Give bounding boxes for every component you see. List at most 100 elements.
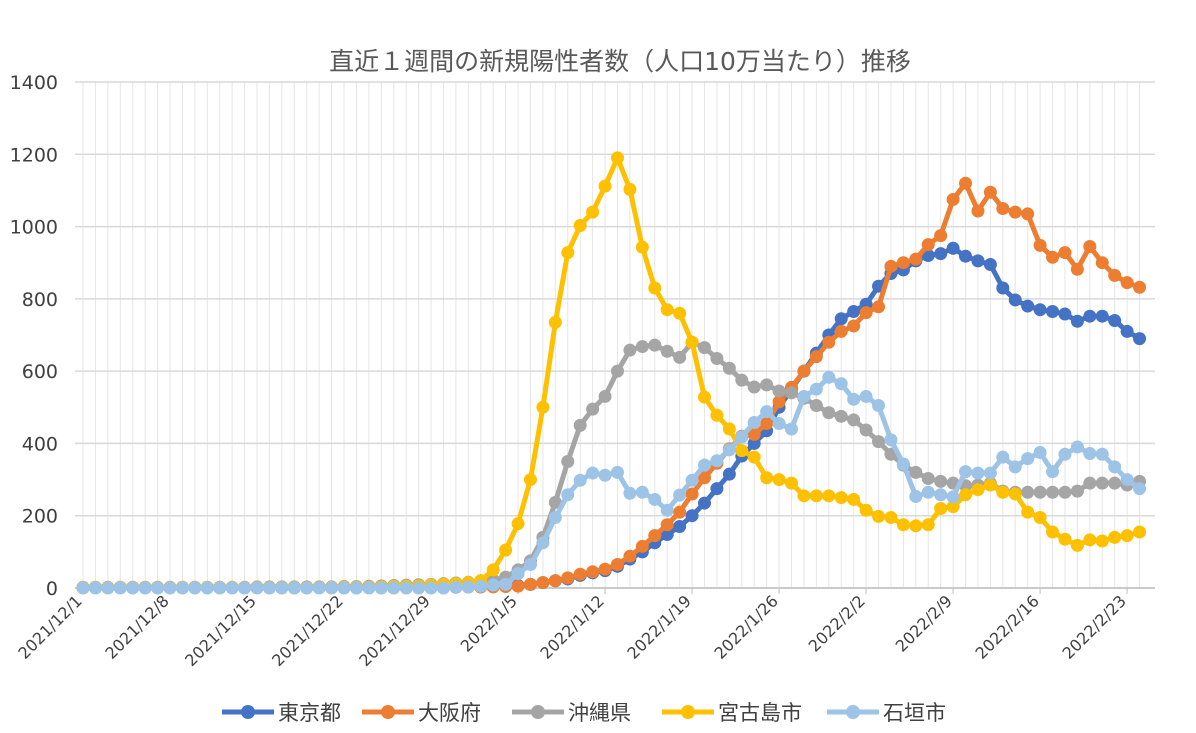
data-point bbox=[747, 415, 761, 429]
x-tick-label: 2022/1/12 bbox=[536, 591, 607, 662]
data-point bbox=[200, 581, 214, 595]
data-point bbox=[548, 495, 562, 509]
x-tick-label: 2022/2/2 bbox=[805, 591, 869, 655]
data-point bbox=[1120, 276, 1134, 290]
data-point bbox=[1021, 299, 1035, 313]
data-point bbox=[710, 454, 724, 468]
data-point bbox=[511, 579, 525, 593]
data-point bbox=[946, 490, 960, 504]
data-point bbox=[1008, 487, 1022, 501]
data-point bbox=[1083, 309, 1097, 323]
data-point bbox=[809, 350, 823, 364]
data-point bbox=[673, 505, 687, 519]
data-point bbox=[996, 281, 1010, 295]
data-point bbox=[399, 581, 413, 595]
data-point bbox=[610, 465, 624, 479]
data-point bbox=[511, 517, 525, 531]
y-tick-label: 600 bbox=[22, 361, 58, 383]
legend-marker bbox=[531, 705, 545, 719]
data-point bbox=[685, 509, 699, 523]
data-point bbox=[1058, 447, 1072, 461]
data-point bbox=[586, 466, 600, 480]
data-point bbox=[138, 581, 152, 595]
data-point bbox=[623, 486, 637, 500]
data-point bbox=[747, 436, 761, 450]
data-point bbox=[760, 471, 774, 485]
data-point bbox=[673, 520, 687, 534]
data-point bbox=[598, 562, 612, 576]
data-point bbox=[884, 433, 898, 447]
data-point bbox=[959, 249, 973, 263]
data-point bbox=[1058, 307, 1072, 321]
data-point bbox=[847, 413, 861, 427]
data-point bbox=[834, 377, 848, 391]
data-point bbox=[1083, 447, 1097, 461]
data-point bbox=[499, 543, 513, 557]
data-point bbox=[412, 581, 426, 595]
data-point bbox=[1008, 293, 1022, 307]
data-point bbox=[88, 581, 102, 595]
data-point bbox=[847, 392, 861, 406]
data-point bbox=[461, 580, 475, 594]
data-point bbox=[959, 176, 973, 190]
data-point bbox=[1033, 445, 1047, 459]
data-point bbox=[971, 254, 985, 268]
data-point bbox=[1058, 485, 1072, 499]
series-東京都 bbox=[76, 241, 1147, 595]
data-point bbox=[1120, 529, 1134, 543]
data-point bbox=[1046, 485, 1060, 499]
x-tick-label: 2022/1/26 bbox=[710, 591, 781, 662]
legend-marker bbox=[681, 705, 695, 719]
data-point bbox=[648, 529, 662, 543]
data-point bbox=[921, 471, 935, 485]
data-point bbox=[735, 373, 749, 387]
data-point bbox=[536, 400, 550, 414]
data-point bbox=[1070, 484, 1084, 498]
data-point bbox=[648, 492, 662, 506]
data-point bbox=[287, 581, 301, 595]
data-point bbox=[996, 202, 1010, 215]
x-axis: 2021/12/1 2021/12/8 2021/12/15 2021/12/22 20… bbox=[14, 587, 1155, 670]
data-point bbox=[623, 343, 637, 357]
data-point bbox=[735, 430, 749, 444]
data-point bbox=[673, 488, 687, 502]
data-point bbox=[188, 581, 202, 595]
data-point bbox=[548, 511, 562, 525]
data-point bbox=[859, 503, 873, 517]
data-point bbox=[934, 247, 948, 261]
data-point bbox=[163, 581, 177, 595]
legend-item: 宮古島市 bbox=[662, 701, 802, 725]
data-point bbox=[971, 466, 985, 480]
data-point bbox=[561, 455, 575, 468]
data-point bbox=[959, 465, 973, 479]
data-point bbox=[623, 549, 637, 563]
y-tick-label: 1400 bbox=[10, 72, 58, 94]
data-point bbox=[859, 389, 873, 403]
data-point bbox=[1046, 465, 1060, 479]
series-line bbox=[83, 339, 1141, 590]
data-point bbox=[561, 246, 575, 260]
data-point bbox=[486, 578, 500, 592]
data-point bbox=[934, 501, 948, 515]
data-point bbox=[822, 489, 836, 503]
legend-label: 宮古島市 bbox=[718, 701, 802, 725]
data-point bbox=[1070, 440, 1084, 454]
data-point bbox=[834, 312, 848, 326]
data-point bbox=[971, 483, 985, 497]
data-point bbox=[536, 536, 550, 550]
data-point bbox=[349, 581, 363, 595]
data-point bbox=[722, 361, 736, 375]
data-point bbox=[1108, 530, 1122, 544]
data-point bbox=[573, 473, 587, 487]
data-point bbox=[673, 306, 687, 320]
series-石垣市 bbox=[76, 370, 1147, 595]
data-point bbox=[710, 351, 724, 365]
data-point bbox=[772, 417, 786, 431]
data-point bbox=[1108, 268, 1122, 282]
data-point bbox=[1033, 238, 1047, 252]
x-tick-label: 2021/12/29 bbox=[355, 591, 434, 670]
data-point bbox=[747, 450, 761, 464]
legend-label: 石垣市 bbox=[883, 701, 946, 725]
